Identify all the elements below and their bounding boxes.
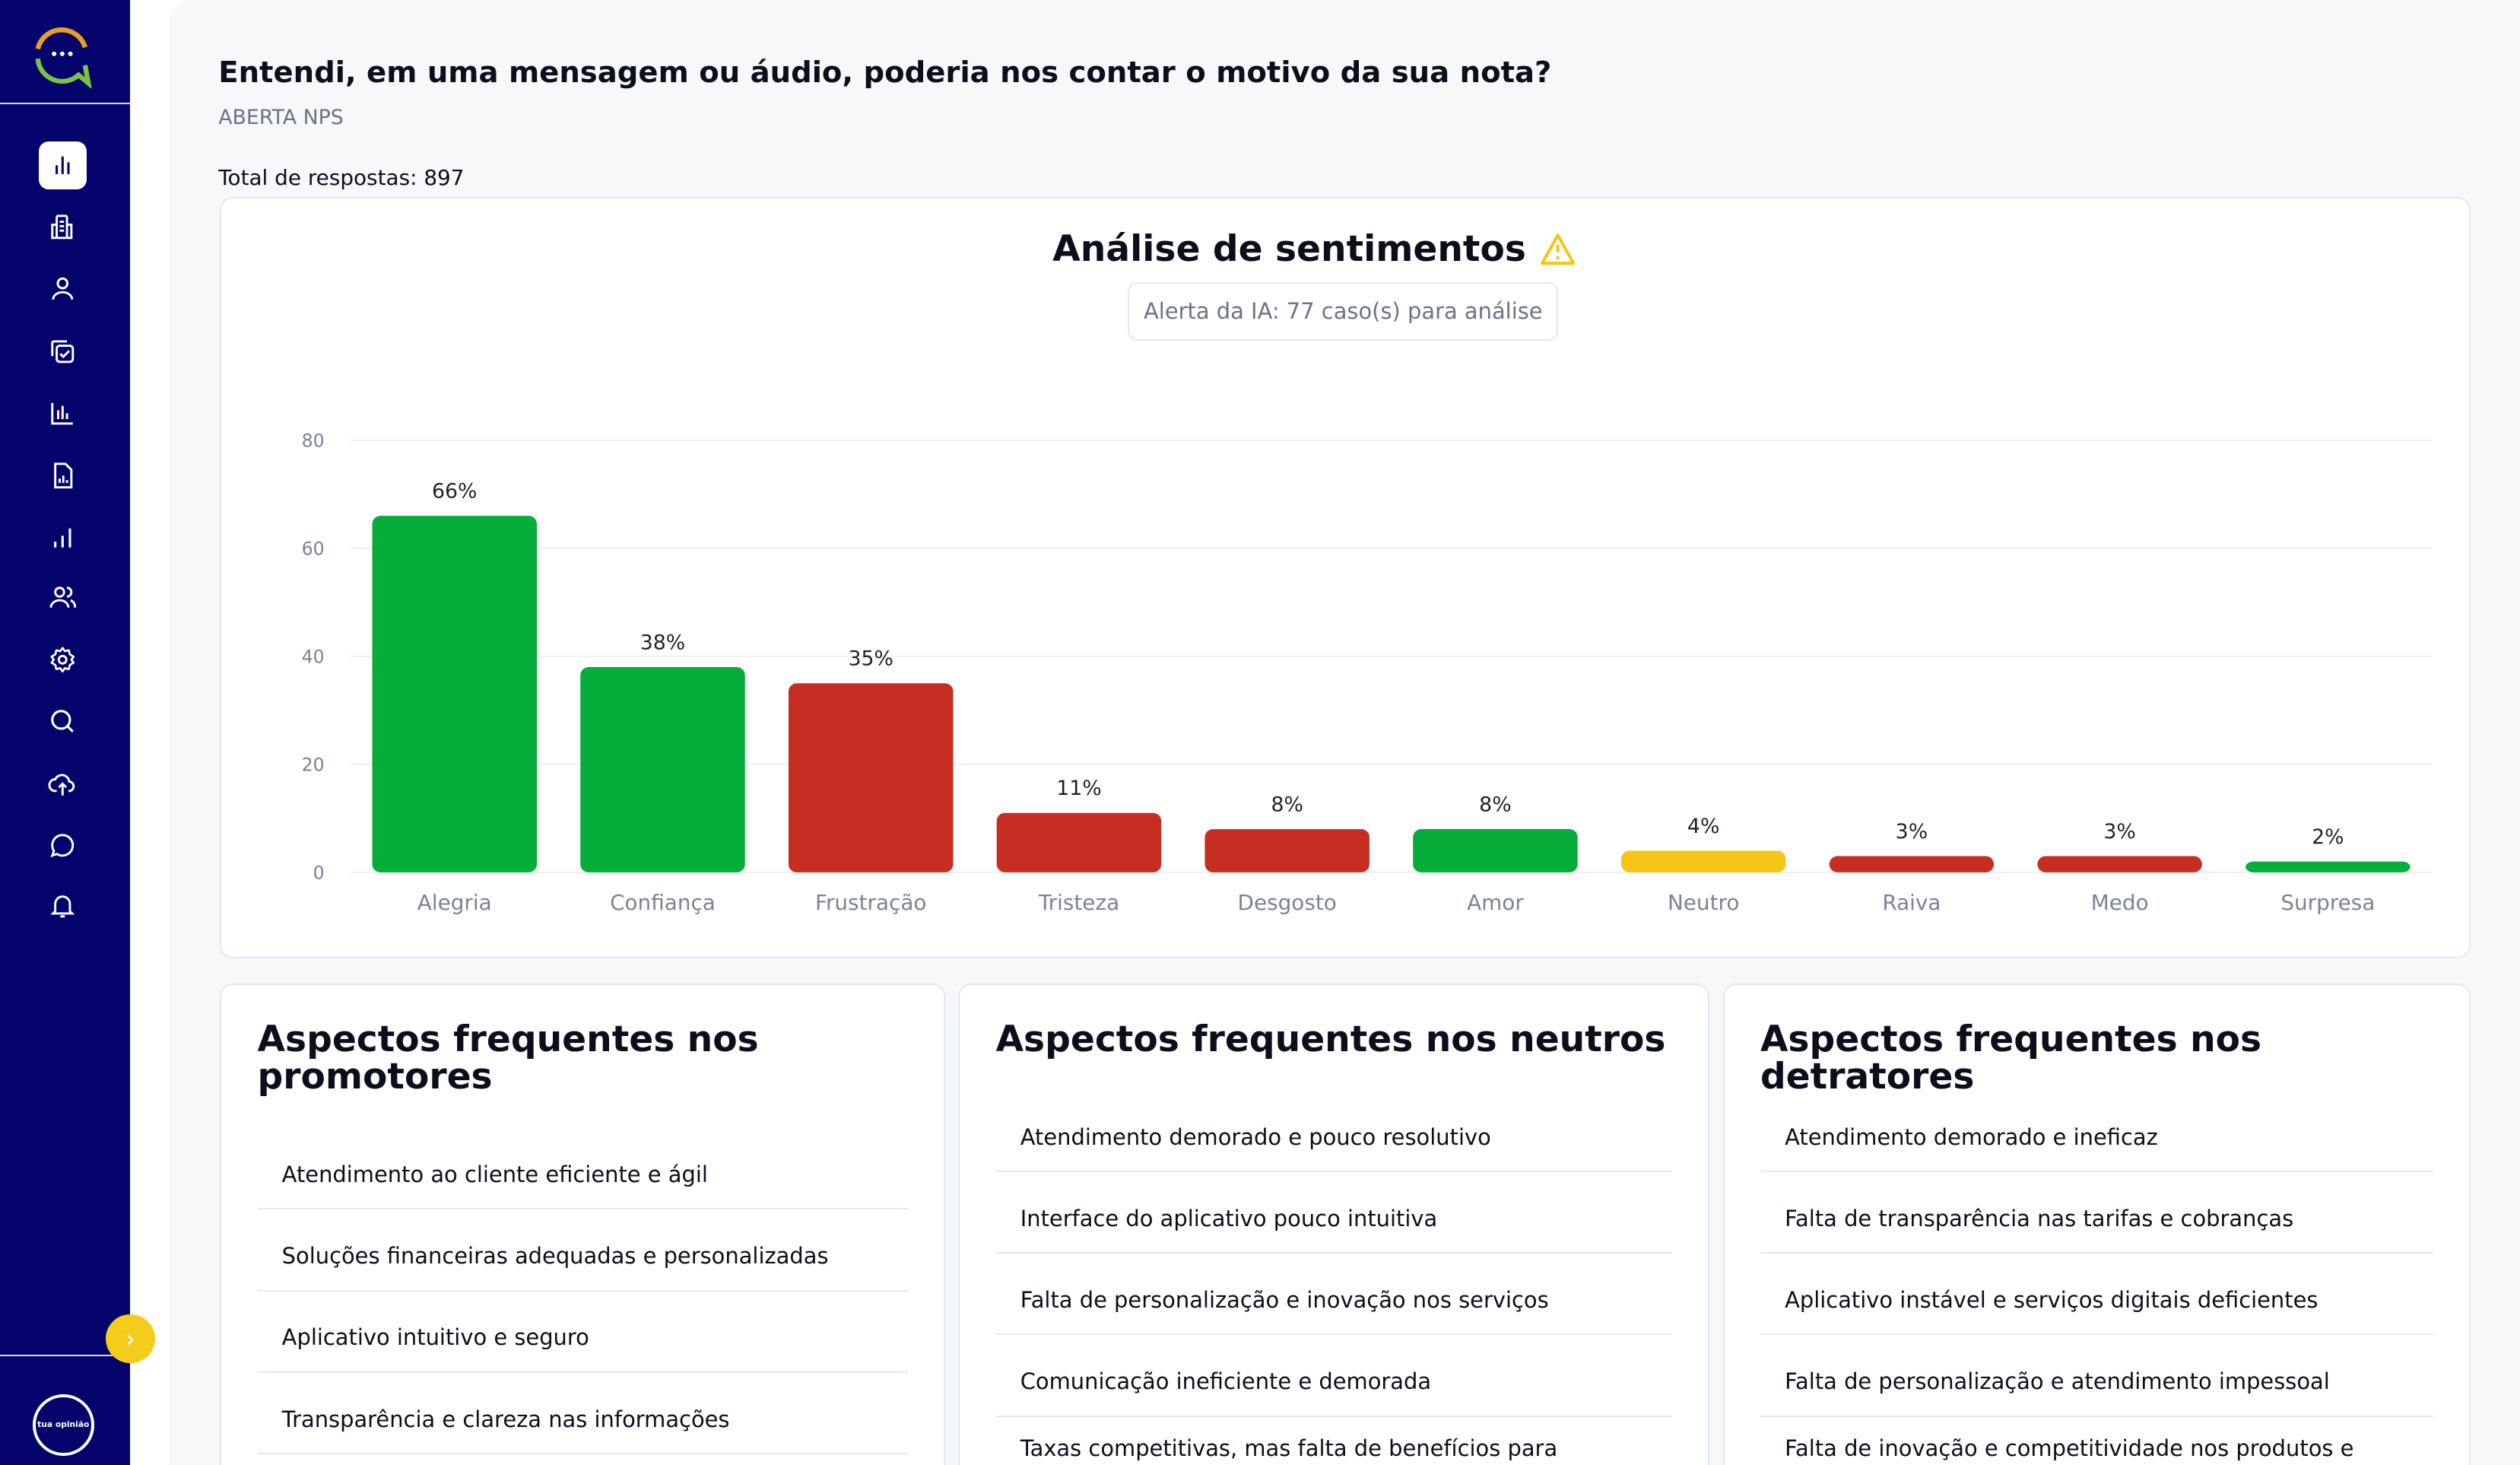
list-item: Interface do aplicativo pouco intuitiva xyxy=(995,1172,1673,1254)
bar-chart-icon xyxy=(56,156,70,175)
search-icon xyxy=(51,710,75,733)
sentiment-bar-chart: 0 20 40 60 80 66% Alegria 38% Confiança 35% Frustr… xyxy=(302,430,2433,915)
user-icon xyxy=(52,277,74,300)
aspect-list: Atendimento demorado e ineficaz Falta de … xyxy=(1760,1091,2434,1465)
chat-bubble-icon xyxy=(50,834,75,858)
card-title: Aspectos frequentes nos promotores xyxy=(257,1018,759,1098)
data-label: 66% xyxy=(432,480,478,504)
aspects-card-neutrals: Aspectos frequentes nos neutros Atendimen… xyxy=(958,983,1710,1465)
list-item: Aplicativo intuitivo e seguro xyxy=(257,1292,908,1373)
data-label: 4% xyxy=(1687,815,1719,838)
cloud-upload-icon xyxy=(48,774,75,796)
sidebar-item-column-chart[interactable] xyxy=(39,389,86,437)
sidebar-item-building[interactable] xyxy=(39,204,86,251)
data-label: 35% xyxy=(848,647,893,671)
x-tick-label: Neutro xyxy=(1668,890,1739,915)
list-item: Soluções financeiras adequadas e persona… xyxy=(257,1209,908,1292)
list-item: Transparência e clareza nas informações xyxy=(257,1373,908,1454)
x-tick-label: Surpresa xyxy=(2280,890,2375,915)
y-tick-label: 60 xyxy=(302,538,325,559)
total-responses: Total de respostas: 897 xyxy=(218,164,465,190)
data-label: 2% xyxy=(2312,825,2344,849)
sidebar-item-copy-check[interactable] xyxy=(39,328,86,375)
bar-surpresa xyxy=(2245,861,2411,872)
bar-neutro xyxy=(1620,850,1786,872)
data-label: 8% xyxy=(1271,793,1303,816)
list-item: Comunicação ineficiente e demorada xyxy=(995,1335,1673,1417)
sidebar-item-cloud-upload[interactable] xyxy=(39,760,86,807)
card-title: Aspectos frequentes nos detratores xyxy=(1760,1018,2262,1098)
aspect-list: Atendimento ao cliente eficiente e ágil S… xyxy=(257,1128,908,1454)
sidebar-item-search[interactable] xyxy=(39,698,86,745)
column-chart-icon xyxy=(51,402,74,425)
gear-icon xyxy=(50,647,75,672)
list-item: Falta de inovação e competitividade nos … xyxy=(1760,1417,2433,1465)
card-title: Aspectos frequentes nos neutros xyxy=(995,1018,1666,1060)
x-tick-label: Desgosto xyxy=(1238,890,1337,915)
sidebar-item-users[interactable] xyxy=(39,574,86,621)
list-item: Taxas competitivas, mas falta de benefíc… xyxy=(996,1417,1673,1465)
x-tick-label: Tristeza xyxy=(1038,890,1119,915)
ai-alert-button[interactable]: Alerta da IA: 77 caso(s) para análise xyxy=(1128,281,1559,341)
divider xyxy=(0,103,131,105)
signal-bars-icon xyxy=(54,528,71,548)
list-item: Atendimento ao cliente eficiente e ágil xyxy=(257,1128,908,1210)
brand-logo[interactable]: tua opinião xyxy=(32,1393,94,1456)
data-label: 8% xyxy=(1479,793,1512,816)
bar-frustração xyxy=(788,683,954,872)
building-icon xyxy=(51,215,73,239)
question-type: ABERTA NPS xyxy=(218,106,344,130)
bar-medo xyxy=(2037,856,2202,872)
sidebar-item-user[interactable] xyxy=(39,265,86,313)
y-tick-label: 20 xyxy=(302,754,325,775)
divider xyxy=(0,1355,131,1357)
bar-tristeza xyxy=(996,812,1162,872)
app-logo xyxy=(35,27,92,88)
data-label: 38% xyxy=(640,631,686,654)
x-tick-label: Alegria xyxy=(417,890,492,915)
list-item: Falta de transparência nas tarifas e cob… xyxy=(1760,1172,2434,1254)
data-label: 3% xyxy=(1896,820,1928,844)
x-tick-label: Amor xyxy=(1467,890,1524,915)
aspect-list: Atendimento demorado e pouco resolutivo I… xyxy=(995,1091,1673,1465)
bar-desgosto xyxy=(1204,829,1369,872)
copy-check-icon xyxy=(51,339,75,363)
sidebar-item-chat-bubble[interactable] xyxy=(39,821,86,869)
x-tick-label: Confiança xyxy=(610,890,716,915)
x-tick-label: Frustração xyxy=(815,890,927,915)
sidebar-item-signal-bars[interactable] xyxy=(39,513,86,561)
sidebar-item-gear[interactable] xyxy=(39,636,86,683)
expand-sidebar-button[interactable]: › xyxy=(106,1314,155,1364)
y-tick-label: 80 xyxy=(302,430,325,451)
data-label: 11% xyxy=(1056,777,1102,800)
bar-confiança xyxy=(580,667,745,872)
list-item: Atendimento demorado e ineficaz xyxy=(1760,1091,2434,1173)
chevron-right-icon: › xyxy=(125,1324,135,1353)
warning-icon[interactable] xyxy=(1539,231,1576,267)
sidebar-item-file-chart[interactable] xyxy=(39,452,86,499)
aspects-card-detractors: Aspectos frequentes nos detratores Atendi… xyxy=(1722,983,2471,1465)
file-chart-icon xyxy=(54,462,73,488)
data-label: 3% xyxy=(2103,820,2136,844)
bar-amor xyxy=(1413,829,1578,872)
y-tick-label: 0 xyxy=(313,862,325,883)
x-tick-label: Raiva xyxy=(1882,890,1941,915)
bell-icon xyxy=(50,895,75,918)
sidebar: tua opinião xyxy=(0,0,131,1465)
list-item: Falta de personalização e inovação nos s… xyxy=(995,1254,1673,1336)
list-item: Falta de personalização e atendimento im… xyxy=(1760,1335,2434,1417)
aspects-card-promoters: Aspectos frequentes nos promotores Atendi… xyxy=(220,983,945,1465)
chart-title: Análise de sentimentos xyxy=(1052,228,1526,271)
x-tick-label: Medo xyxy=(2091,890,2149,915)
bar-raiva xyxy=(1829,856,1995,872)
sidebar-item-bar-chart[interactable] xyxy=(39,141,87,189)
sidebar-item-bell[interactable] xyxy=(39,882,86,930)
list-item: Aplicativo instável e serviços digitais … xyxy=(1760,1254,2434,1336)
page-title: Entendi, em uma mensagem ou áudio, poder… xyxy=(218,55,1552,90)
bar-alegria xyxy=(372,516,537,872)
list-item: Atendimento demorado e pouco resolutivo xyxy=(995,1091,1673,1173)
y-tick-label: 40 xyxy=(302,646,325,667)
users-icon xyxy=(49,586,77,609)
